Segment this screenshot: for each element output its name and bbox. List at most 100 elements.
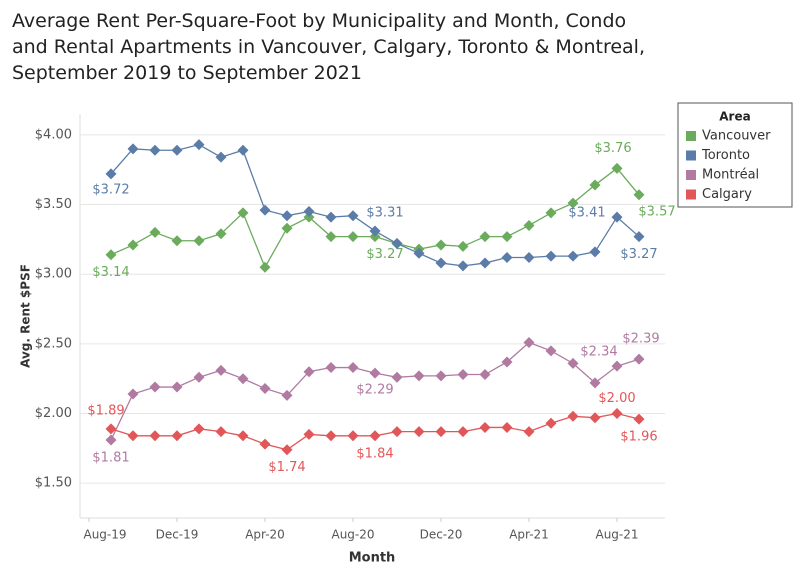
- data-point: [127, 239, 139, 251]
- y-tick-label: $3.00: [35, 267, 72, 282]
- data-point: [523, 336, 535, 348]
- x-tick-label: Dec-20: [420, 528, 463, 542]
- data-point: [259, 261, 271, 273]
- data-point: [237, 144, 249, 156]
- data-point: [611, 162, 623, 174]
- data-point: [149, 381, 161, 393]
- x-axis-title: Month: [349, 551, 396, 566]
- legend-title: Area: [719, 110, 750, 124]
- data-point: [237, 373, 249, 385]
- data-point: [171, 144, 183, 156]
- data-point: [479, 231, 491, 243]
- data-point: [149, 226, 161, 238]
- data-point: [611, 211, 623, 223]
- data-point: [149, 144, 161, 156]
- data-point: [325, 231, 337, 243]
- chart-title: Average Rent Per-Square-Foot by Municipa…: [12, 10, 645, 84]
- data-point: [545, 250, 557, 262]
- legend-swatch: [686, 189, 696, 200]
- data-point: [303, 428, 315, 440]
- legend-label: Calgary: [702, 187, 752, 202]
- legend-label: Toronto: [701, 148, 750, 163]
- x-tick-label: Apr-21: [509, 528, 549, 542]
- data-point: [193, 423, 205, 435]
- data-label: $3.27: [366, 247, 403, 262]
- legend-box: [677, 102, 793, 208]
- data-point: [325, 362, 337, 374]
- data-point: [567, 197, 579, 209]
- data-point: [215, 426, 227, 438]
- data-point: [127, 430, 139, 442]
- data-label: $2.39: [622, 332, 659, 347]
- data-label: $2.29: [356, 383, 393, 398]
- data-point: [105, 423, 117, 435]
- data-point: [325, 211, 337, 223]
- data-point: [105, 168, 117, 180]
- data-point: [413, 370, 425, 382]
- data-point: [171, 381, 183, 393]
- data-point: [589, 179, 601, 191]
- data-point: [523, 251, 535, 263]
- data-point: [193, 235, 205, 247]
- data-point: [369, 225, 381, 237]
- legend-swatch: [686, 131, 696, 141]
- data-point: [391, 371, 403, 383]
- data-point: [435, 426, 447, 438]
- data-label: $1.74: [268, 460, 305, 475]
- legend-label: Montréal: [702, 168, 759, 183]
- data-point: [127, 143, 139, 155]
- y-axis-title: Avg. Rent $PSF: [19, 264, 33, 368]
- data-point: [369, 430, 381, 442]
- data-label: $2.34: [580, 345, 617, 360]
- data-point: [501, 231, 513, 243]
- data-point: [281, 222, 293, 234]
- data-label: $1.89: [87, 403, 124, 418]
- data-point: [237, 430, 249, 442]
- data-label: $3.76: [594, 141, 631, 156]
- data-point: [435, 257, 447, 269]
- legend-label: Vancouver: [702, 129, 771, 144]
- data-point: [215, 151, 227, 163]
- data-point: [545, 417, 557, 429]
- data-point: [501, 421, 513, 433]
- data-point: [347, 231, 359, 243]
- data-point: [281, 389, 293, 401]
- data-point: [193, 139, 205, 151]
- data-label: $2.00: [598, 391, 635, 406]
- data-point: [457, 369, 469, 381]
- y-tick-label: $2.00: [35, 406, 72, 421]
- x-tick-label: Apr-20: [245, 528, 285, 542]
- data-point: [633, 413, 645, 425]
- data-point: [303, 206, 315, 218]
- data-point: [523, 426, 535, 438]
- data-label: $1.96: [620, 430, 657, 445]
- data-point: [193, 371, 205, 383]
- data-point: [237, 207, 249, 219]
- data-point: [523, 219, 535, 231]
- data-point: [589, 412, 601, 424]
- data-point: [303, 366, 315, 378]
- data-point: [325, 430, 337, 442]
- y-tick-label: $2.50: [35, 336, 72, 351]
- data-point: [259, 204, 271, 216]
- data-point: [259, 438, 271, 450]
- data-point: [149, 430, 161, 442]
- data-point: [611, 360, 623, 372]
- data-point: [347, 210, 359, 222]
- data-label: $3.14: [92, 265, 129, 280]
- data-point: [479, 421, 491, 433]
- data-point: [501, 356, 513, 368]
- data-point: [457, 426, 469, 438]
- data-point: [413, 247, 425, 259]
- data-point: [589, 377, 601, 389]
- data-point: [259, 382, 271, 394]
- y-tick-label: $3.50: [35, 197, 72, 212]
- data-point: [413, 426, 425, 438]
- x-tick-label: Dec-19: [156, 528, 199, 542]
- data-point: [391, 426, 403, 438]
- x-tick-label: Aug-21: [595, 528, 638, 542]
- data-label: $1.84: [356, 446, 393, 461]
- data-point: [369, 367, 381, 379]
- data-point: [391, 238, 403, 250]
- x-tick-label: Aug-20: [331, 528, 374, 542]
